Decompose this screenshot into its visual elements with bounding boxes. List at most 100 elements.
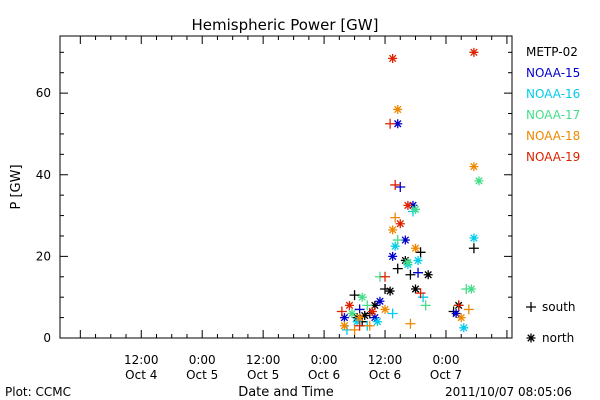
x-tick-label: Oct 6 bbox=[369, 368, 401, 382]
data-point-north bbox=[388, 251, 398, 261]
y-tick-label: 40 bbox=[36, 168, 51, 182]
data-point-north bbox=[469, 233, 479, 243]
footer-left: Plot: CCMC bbox=[5, 385, 71, 399]
data-point-north bbox=[372, 317, 382, 327]
data-point-north bbox=[459, 323, 469, 333]
data-point-north bbox=[395, 219, 405, 229]
x-tick-label: 0:00 bbox=[433, 353, 460, 367]
legend-item: NOAA-17 bbox=[526, 108, 580, 122]
data-point-south bbox=[453, 300, 464, 311]
data-point-south bbox=[468, 243, 479, 254]
data-point-north bbox=[411, 284, 421, 294]
x-tick-label: Oct 6 bbox=[308, 368, 340, 382]
data-point-south bbox=[385, 118, 396, 129]
data-point-north bbox=[469, 47, 479, 57]
data-point-north bbox=[400, 235, 410, 245]
data-point-south bbox=[463, 304, 474, 315]
data-point-north bbox=[380, 304, 390, 314]
marker-legend-symbol bbox=[526, 302, 536, 312]
data-point-south bbox=[387, 308, 398, 319]
data-point-south bbox=[415, 288, 426, 299]
data-point-south bbox=[405, 269, 416, 280]
data-point-north bbox=[393, 119, 403, 129]
data-point-north bbox=[408, 200, 418, 210]
legend-item: METP-02 bbox=[526, 45, 578, 59]
footer-right: 2011/10/07 08:05:06 bbox=[445, 385, 572, 399]
x-tick-label: 0:00 bbox=[189, 353, 216, 367]
data-point-north bbox=[466, 284, 476, 294]
series-noaa-19 bbox=[336, 47, 479, 331]
data-point-south bbox=[415, 247, 426, 258]
y-axis: 0 20 40 60 bbox=[36, 51, 512, 345]
x-tick-label: 12:00 bbox=[368, 353, 403, 367]
y-axis-label: P [GW] bbox=[9, 164, 24, 209]
data-point-south bbox=[349, 290, 360, 301]
data-point-north bbox=[456, 313, 466, 323]
x-axis-label: Date and Time bbox=[238, 385, 334, 400]
data-point-south bbox=[405, 318, 416, 329]
data-point-north bbox=[390, 241, 400, 251]
data-point-south bbox=[418, 292, 429, 303]
data-point-north bbox=[360, 311, 370, 321]
data-point-north bbox=[388, 225, 398, 235]
data-point-south bbox=[354, 320, 365, 331]
series-noaa-15 bbox=[339, 119, 461, 323]
data-point-north bbox=[411, 204, 421, 214]
data-point-north bbox=[411, 243, 421, 253]
legend: METP-02 NOAA-15 NOAA-16 NOAA-17 NOAA-18 NOAA-… bbox=[526, 45, 580, 164]
data-point-south bbox=[354, 304, 365, 315]
data-point-south bbox=[364, 320, 375, 331]
data-point-south bbox=[349, 324, 360, 335]
data-point-north bbox=[344, 300, 354, 310]
data-point-south bbox=[392, 263, 403, 274]
data-point-north bbox=[403, 258, 413, 267]
marker-legend-symbol bbox=[526, 333, 536, 343]
data-point-north bbox=[451, 309, 461, 319]
x-tick-label: 12:00 bbox=[124, 353, 159, 367]
data-point-north bbox=[367, 306, 377, 316]
x-tick-label: 0:00 bbox=[311, 353, 338, 367]
data-point-south bbox=[380, 271, 391, 282]
y-tick-label: 20 bbox=[36, 249, 51, 263]
y-tick-label: 60 bbox=[36, 86, 51, 100]
series-noaa-17 bbox=[347, 176, 484, 319]
data-point-south bbox=[395, 182, 406, 192]
series-noaa-18 bbox=[339, 104, 479, 335]
data-point-north bbox=[388, 53, 398, 63]
data-points bbox=[336, 47, 484, 335]
marker-legend-label: north bbox=[542, 331, 574, 345]
legend-item: NOAA-19 bbox=[526, 150, 580, 164]
data-point-north bbox=[347, 309, 357, 319]
data-point-south bbox=[413, 267, 424, 278]
chart-title: Hemispheric Power [GW] bbox=[192, 16, 379, 34]
data-point-south bbox=[392, 235, 403, 246]
data-point-north bbox=[423, 270, 433, 280]
data-point-north bbox=[370, 313, 380, 323]
data-point-north bbox=[357, 292, 367, 302]
data-point-south bbox=[336, 306, 347, 317]
marker-legend: south north bbox=[526, 300, 576, 345]
data-point-north bbox=[469, 162, 479, 172]
legend-item: NOAA-15 bbox=[526, 66, 580, 80]
x-tick-label: Oct 5 bbox=[186, 368, 218, 382]
data-point-north bbox=[403, 200, 413, 210]
y-tick-label: 0 bbox=[43, 331, 51, 345]
data-point-south bbox=[420, 300, 431, 311]
legend-item: NOAA-18 bbox=[526, 129, 580, 143]
data-point-north bbox=[355, 313, 365, 323]
data-point-south bbox=[390, 212, 401, 223]
legend-item: NOAA-16 bbox=[526, 87, 580, 101]
data-point-north bbox=[370, 300, 380, 310]
data-point-north bbox=[339, 313, 349, 323]
data-point-south bbox=[390, 179, 401, 190]
marker-legend-label: south bbox=[542, 300, 576, 314]
plot-area bbox=[59, 35, 513, 339]
x-tick-label: 12:00 bbox=[246, 353, 281, 367]
x-tick-label: Oct 5 bbox=[247, 368, 279, 382]
data-point-south bbox=[362, 300, 373, 311]
x-tick-label: Oct 7 bbox=[430, 368, 462, 382]
data-point-north bbox=[393, 104, 403, 114]
x-tick-label: Oct 4 bbox=[125, 368, 157, 382]
